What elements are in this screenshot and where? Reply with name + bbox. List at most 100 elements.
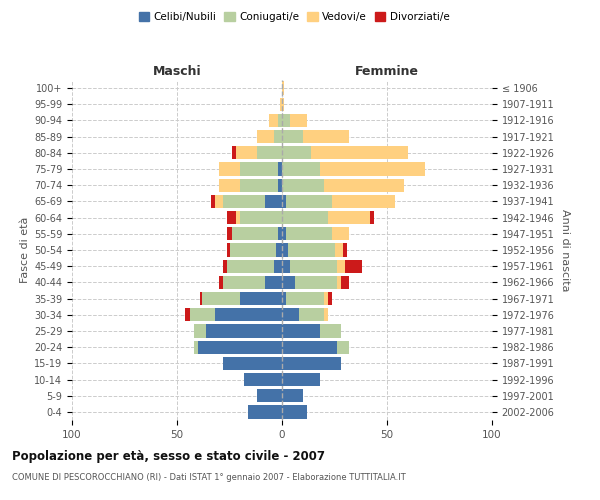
Bar xyxy=(236,211,240,224)
Bar xyxy=(206,324,282,338)
Bar xyxy=(286,292,324,305)
Bar xyxy=(215,308,282,322)
Bar xyxy=(240,292,282,305)
Bar xyxy=(282,340,337,354)
Bar xyxy=(219,276,223,289)
Bar xyxy=(303,130,349,143)
Bar xyxy=(223,260,227,273)
Bar xyxy=(335,244,343,256)
Bar xyxy=(290,260,337,273)
Bar xyxy=(219,162,240,175)
Bar xyxy=(282,276,295,289)
Bar xyxy=(278,178,282,192)
Bar xyxy=(227,211,236,224)
Bar xyxy=(290,114,307,127)
Bar xyxy=(265,276,282,289)
Bar xyxy=(278,114,282,127)
Bar xyxy=(282,195,286,208)
Bar xyxy=(311,146,408,160)
Bar xyxy=(289,244,335,256)
Bar xyxy=(194,324,206,338)
Bar xyxy=(269,114,278,127)
Bar xyxy=(337,276,341,289)
Bar xyxy=(282,82,284,94)
Bar xyxy=(282,373,320,386)
Bar xyxy=(240,178,278,192)
Y-axis label: Anni di nascita: Anni di nascita xyxy=(560,208,570,291)
Bar xyxy=(282,178,324,192)
Bar xyxy=(282,227,286,240)
Bar xyxy=(328,211,370,224)
Bar xyxy=(223,195,265,208)
Bar xyxy=(202,292,240,305)
Bar xyxy=(223,356,282,370)
Bar xyxy=(257,146,282,160)
Bar xyxy=(276,244,282,256)
Bar xyxy=(282,211,328,224)
Bar xyxy=(229,244,276,256)
Bar xyxy=(232,146,236,160)
Bar xyxy=(337,260,345,273)
Bar xyxy=(248,406,282,418)
Bar xyxy=(282,98,284,111)
Bar xyxy=(341,276,349,289)
Bar xyxy=(332,195,395,208)
Bar xyxy=(337,340,349,354)
Bar xyxy=(320,324,341,338)
Bar xyxy=(282,389,303,402)
Legend: Celibi/Nubili, Coniugati/e, Vedovi/e, Divorziati/e: Celibi/Nubili, Coniugati/e, Vedovi/e, Di… xyxy=(134,8,454,26)
Text: Popolazione per età, sesso e stato civile - 2007: Popolazione per età, sesso e stato civil… xyxy=(12,450,325,463)
Bar xyxy=(324,178,404,192)
Bar xyxy=(282,324,320,338)
Bar xyxy=(274,260,282,273)
Bar xyxy=(320,162,425,175)
Bar xyxy=(282,162,320,175)
Bar xyxy=(194,340,198,354)
Bar xyxy=(282,114,290,127)
Bar xyxy=(282,244,289,256)
Bar xyxy=(219,178,240,192)
Bar xyxy=(282,130,303,143)
Bar xyxy=(282,308,299,322)
Bar xyxy=(227,227,232,240)
Bar xyxy=(240,162,278,175)
Bar xyxy=(282,356,341,370)
Bar xyxy=(232,227,278,240)
Bar xyxy=(240,211,282,224)
Bar xyxy=(282,146,311,160)
Bar xyxy=(286,195,332,208)
Bar xyxy=(278,162,282,175)
Bar xyxy=(274,130,282,143)
Bar xyxy=(299,308,324,322)
Text: COMUNE DI PESCOROCCHIANO (RI) - Dati ISTAT 1° gennaio 2007 - Elaborazione TUTTIT: COMUNE DI PESCOROCCHIANO (RI) - Dati IST… xyxy=(12,472,406,482)
Bar xyxy=(328,292,332,305)
Bar xyxy=(223,276,265,289)
Bar xyxy=(282,406,307,418)
Bar xyxy=(280,98,282,111)
Bar xyxy=(257,130,274,143)
Bar xyxy=(198,340,282,354)
Bar xyxy=(227,260,274,273)
Bar xyxy=(190,308,215,322)
Text: Maschi: Maschi xyxy=(152,64,202,78)
Bar xyxy=(227,244,229,256)
Bar xyxy=(215,195,223,208)
Bar xyxy=(265,195,282,208)
Bar xyxy=(345,260,362,273)
Bar xyxy=(244,373,282,386)
Bar xyxy=(236,146,257,160)
Y-axis label: Fasce di età: Fasce di età xyxy=(20,217,30,283)
Bar xyxy=(332,227,349,240)
Bar xyxy=(286,227,332,240)
Bar xyxy=(282,260,290,273)
Bar xyxy=(343,244,347,256)
Bar xyxy=(282,292,286,305)
Bar xyxy=(185,308,190,322)
Bar xyxy=(257,389,282,402)
Bar xyxy=(324,308,328,322)
Bar xyxy=(200,292,202,305)
Bar xyxy=(211,195,215,208)
Text: Femmine: Femmine xyxy=(355,64,419,78)
Bar xyxy=(278,227,282,240)
Bar xyxy=(324,292,328,305)
